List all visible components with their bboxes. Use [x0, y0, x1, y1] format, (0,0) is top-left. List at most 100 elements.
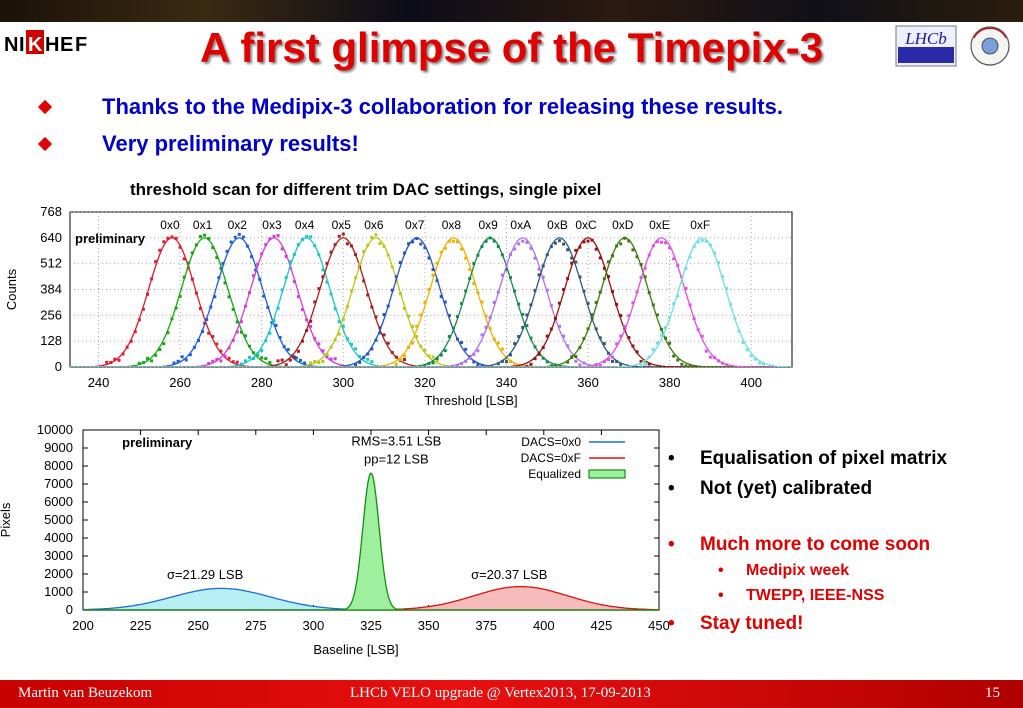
- chart1-point: [309, 324, 313, 328]
- chart1-x-axis-label: Threshold [LSB]: [424, 393, 517, 408]
- chart1-point: [615, 342, 619, 346]
- nikhef-logo-letter: E: [60, 34, 73, 56]
- chart1-y-tick-label: 768: [40, 204, 62, 219]
- chart1-point: [215, 256, 219, 260]
- note-bullet: •: [668, 478, 675, 499]
- threshold-scan-chart: 240 260 280 300 320 340 360 380 400 0 128 256 384 512…: [4, 204, 793, 408]
- chart1-series-label: 0x3: [262, 218, 282, 232]
- chart1-point: [480, 333, 484, 337]
- chart1-point: [345, 242, 349, 246]
- chart1-point: [284, 254, 288, 258]
- chart1-point: [464, 359, 468, 363]
- chart1-point: [386, 341, 390, 345]
- chart1-point: [684, 287, 688, 291]
- chart1-point: [237, 232, 241, 236]
- chart1-series-line-0x8: [70, 237, 792, 367]
- chart1-point: [394, 355, 398, 359]
- chart1-point: [435, 358, 439, 362]
- chart1-series-line-0xF: [70, 237, 792, 367]
- chart1-point: [184, 358, 188, 362]
- chart1-point: [260, 356, 264, 360]
- chart1-point: [545, 253, 549, 257]
- chart1-point: [162, 342, 166, 346]
- chart1-point: [623, 325, 627, 329]
- chart1-point: [525, 313, 529, 317]
- chart1-series-label: 0xA: [510, 218, 531, 232]
- chart1-point: [137, 361, 141, 365]
- note-text: Not (yet) calibrated: [700, 478, 873, 499]
- velo-logo-arc: [973, 27, 1007, 39]
- chart1-point: [301, 237, 305, 241]
- chart1-series-label: 0x2: [228, 218, 248, 232]
- chart1-point: [643, 362, 647, 366]
- chart1-point: [590, 238, 594, 242]
- chart1-point: [239, 362, 243, 366]
- chart1-point: [668, 315, 672, 319]
- chart1-point: [329, 292, 333, 296]
- chart1-point: [174, 236, 178, 240]
- chart1-point: [341, 232, 345, 236]
- chart1-point: [651, 244, 655, 248]
- chart1-point: [390, 288, 394, 292]
- chart2-x-tick-label: 200: [72, 618, 94, 633]
- chart1-point: [631, 301, 635, 305]
- chart1-point: [680, 362, 684, 366]
- chart1-point: [598, 256, 602, 260]
- chart1-point: [154, 260, 158, 264]
- chart1-point: [345, 337, 349, 341]
- chart1-point: [194, 291, 198, 295]
- chart1-point: [225, 249, 229, 253]
- chart1-point: [447, 239, 451, 243]
- chart1-point: [627, 336, 631, 340]
- chart1-point: [431, 361, 435, 365]
- chart1-point: [411, 341, 415, 345]
- chart1-point: [325, 261, 329, 265]
- chart1-point: [390, 265, 394, 269]
- chart1-point: [317, 287, 321, 291]
- chart1-point: [533, 345, 537, 349]
- chart1-point: [598, 336, 602, 340]
- chart1-point: [276, 359, 280, 363]
- chart1-point: [684, 364, 688, 367]
- chart1-series-label: 0xC: [575, 218, 597, 232]
- chart1-point: [227, 356, 231, 360]
- chart1-point: [566, 248, 570, 252]
- chart1-point: [496, 341, 500, 345]
- chart1-point: [229, 240, 233, 244]
- chart1-point: [549, 304, 553, 308]
- chart1-series-group: [70, 232, 792, 367]
- chart1-point: [594, 247, 598, 251]
- chart1-point: [704, 239, 708, 243]
- chart1-x-tick-label: 320: [414, 375, 436, 390]
- chart1-point: [301, 339, 305, 343]
- chart1-point: [233, 235, 237, 239]
- chart1-point: [247, 291, 251, 295]
- chart1-point: [639, 363, 643, 367]
- chart1-point: [529, 362, 533, 366]
- chart1-point: [207, 331, 211, 335]
- chart1-point: [476, 363, 480, 367]
- chart1-point: [286, 348, 290, 352]
- chart1-point: [537, 267, 541, 271]
- slide-title: A first glimpse of the Timepix-3: [199, 24, 824, 71]
- chart1-point: [639, 263, 643, 267]
- chart1-point: [117, 358, 121, 362]
- chart2-annotation-sigma-right: σ=20.37 LSB: [471, 567, 547, 582]
- chart1-point: [262, 294, 266, 298]
- chart1-series-label: 0x1: [193, 218, 213, 232]
- chart1-point: [476, 253, 480, 257]
- chart1-point: [105, 360, 109, 364]
- chart2-y-tick-label: 8000: [44, 458, 73, 473]
- chart1-point: [423, 348, 427, 352]
- chart1-point: [749, 354, 753, 358]
- chart1-point: [431, 268, 435, 272]
- footer-page-number: 15: [985, 685, 1000, 701]
- chart1-point: [162, 240, 166, 244]
- chart1-x-tick-label: 240: [88, 375, 110, 390]
- chart1-point: [382, 333, 386, 337]
- chart2-legend-label: Equalized: [528, 467, 581, 481]
- chart1-point: [460, 247, 464, 251]
- chart1-point: [341, 317, 345, 321]
- chart1-point: [651, 348, 655, 352]
- chart1-point: [296, 295, 300, 299]
